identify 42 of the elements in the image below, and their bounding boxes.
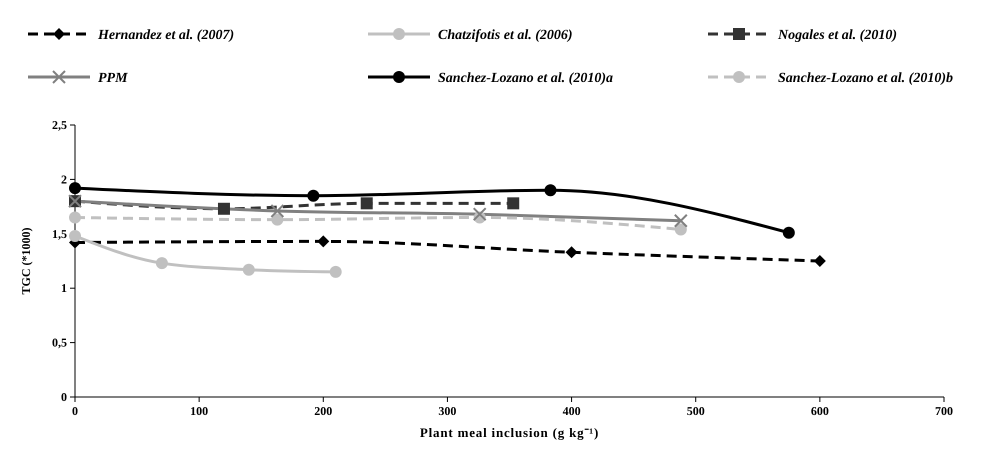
- legend-label: PPM: [98, 71, 128, 86]
- point: [218, 202, 230, 215]
- legend-label: Hernandez et al. (2007): [97, 28, 234, 43]
- legend-label: Nogales et al. (2010): [777, 28, 897, 43]
- point: [307, 190, 320, 202]
- x-axis-title: Plant meal inclusion (g kg⁻¹): [420, 425, 600, 440]
- y-tick-label: 2,5: [52, 118, 67, 132]
- point: [507, 197, 520, 210]
- x-tick-label: 300: [438, 404, 456, 418]
- point: [674, 214, 688, 228]
- point: [317, 235, 330, 248]
- point: [566, 246, 578, 258]
- x-tick-label: 500: [686, 404, 705, 418]
- point: [544, 184, 556, 196]
- y-axis-title: TGC (*1000): [19, 228, 33, 294]
- point: [814, 255, 826, 267]
- point: [69, 230, 81, 242]
- legend-label: Sanchez-Lozano et al. (2010)b: [778, 71, 953, 86]
- point: [271, 214, 284, 226]
- x-tick-label: 100: [190, 404, 208, 418]
- y-tick-label: 1,5: [52, 226, 67, 241]
- point: [472, 207, 487, 222]
- y-tick-label: 0: [61, 390, 67, 404]
- x-tick-label: 700: [935, 404, 953, 418]
- point: [69, 182, 81, 194]
- x-tick-label: 200: [314, 404, 332, 418]
- legend-label: Sanchez-Lozano et al. (2010)a: [438, 71, 613, 86]
- point: [674, 223, 687, 236]
- point: [242, 264, 255, 276]
- x-tick-label: 400: [562, 404, 581, 418]
- x-tick-label: 600: [810, 404, 829, 418]
- point: [330, 266, 342, 278]
- y-tick-label: 1: [61, 281, 67, 296]
- x-tick-label: 0: [72, 404, 78, 418]
- legend-label: Chatzifotis et al. (2006): [438, 28, 573, 43]
- y-tick-label: 0,5: [52, 336, 67, 350]
- y-tick-label: 2: [61, 172, 67, 186]
- point: [270, 204, 284, 218]
- point: [360, 197, 373, 210]
- point: [782, 226, 795, 239]
- point: [69, 211, 81, 224]
- point: [156, 257, 168, 270]
